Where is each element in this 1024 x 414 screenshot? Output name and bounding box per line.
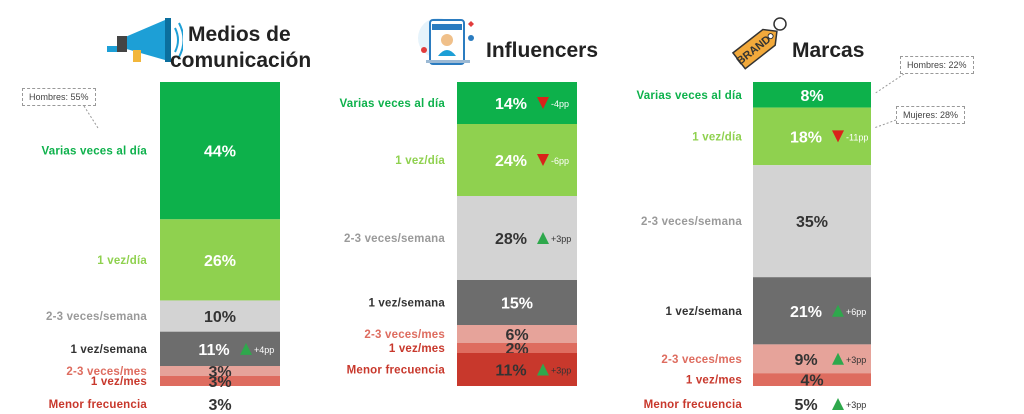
bar-segment [457,280,577,325]
bar-segment [160,300,280,332]
bar-segment [457,196,577,280]
value-label: 3% [208,397,231,414]
category-label: Varias veces al día [42,146,148,158]
change-label: +4pp [254,345,274,355]
panel-title-influencers: Influencers [486,39,599,62]
change-label: +3pp [846,355,866,365]
callout-marcas-hombres: Hombres: 22% [900,56,974,74]
category-label: Menor frecuencia [49,399,148,411]
panel-title-medios: Medios de comunicación [170,22,311,74]
bar-segment [457,343,577,353]
bar-segment [753,165,871,278]
value-label: 11% [495,363,526,380]
category-label: 2-3 veces/mes [66,366,147,378]
bar-segment [753,277,871,345]
change-up-icon [537,232,549,244]
category-label: Varias veces al día [637,90,743,102]
bar-segment [753,107,871,166]
category-label: 1 vez/mes [389,343,445,355]
value-label: 44% [204,144,236,161]
megaphone-icon [103,14,185,64]
change-label: +6pp [846,307,866,317]
category-label: 1 vez/semana [368,298,445,310]
bar-segment [457,353,577,386]
category-label: 2-3 veces/mes [364,329,445,341]
bar-segment [160,219,280,301]
category-label: 2-3 veces/mes [661,354,742,366]
value-label: 28% [495,231,527,248]
value-label: 18% [790,129,822,146]
change-up-icon [537,363,549,376]
category-label: 2-3 veces/semana [46,311,147,323]
change-label: -11pp [846,132,868,142]
bar-segment [457,124,577,196]
bar-segment [457,325,577,343]
value-label: 21% [790,304,822,321]
bar-segment [457,82,577,124]
value-label: 11% [198,342,229,359]
value-label: 5% [794,397,817,414]
callout-medios-hombres: Hombres: 55% [22,88,96,106]
callout-marcas-mujeres: Mujeres: 28% [896,106,966,124]
bar-segment [160,331,280,366]
change-up-icon [240,342,252,355]
panel-title-marcas: Marcas [792,39,865,62]
influencer-phone-icon [416,16,480,68]
value-label: 35% [796,214,828,231]
change-label: -4pp [551,99,569,109]
value-label: 9% [794,352,817,369]
category-label: 2-3 veces/semana [641,216,742,228]
change-down-icon [537,97,549,109]
change-up-icon [832,352,844,365]
callout-medios-pointer [83,106,99,129]
category-label: 1 vez/día [395,155,445,167]
value-label: 15% [501,296,533,313]
bar-segment [160,82,280,220]
category-label: 1 vez/día [97,255,147,267]
bar-segment [753,82,871,108]
value-label: 24% [495,153,527,170]
value-label: 14% [495,96,527,113]
category-label: Menor frecuencia [347,365,446,377]
value-label: 6% [505,327,528,344]
category-label: 1 vez/semana [70,344,147,356]
change-label: -6pp [551,156,569,166]
panel-title-medios-line2: comunicación [170,49,312,72]
change-label: +3pp [846,400,866,410]
value-label: 4% [800,373,823,390]
change-down-icon [537,154,549,166]
change-up-icon [832,398,844,410]
category-label: 1 vez/semana [665,306,742,318]
category-label: Varias veces al día [340,98,446,110]
bar-segment [160,366,280,376]
value-label: 26% [204,253,236,270]
change-label: +3pp [551,234,571,244]
change-up-icon [832,304,844,317]
bar-segment [160,376,280,386]
category-label: 2-3 veces/semana [344,233,445,245]
change-label: +3pp [551,366,571,376]
category-label: 1 vez/día [692,131,742,143]
change-down-icon [832,130,844,143]
brand-tag-icon: BRAND [728,14,788,74]
value-label: 8% [800,88,823,105]
category-label: 1 vez/mes [686,375,742,387]
value-label: 10% [204,309,236,326]
value-label: 3% [208,374,231,391]
category-label: Menor frecuencia [644,399,743,411]
category-label: 1 vez/mes [91,376,147,388]
panel-title-medios-line1: Medios de [188,23,291,46]
bar-segment [753,373,871,386]
bar-segment [753,344,871,374]
